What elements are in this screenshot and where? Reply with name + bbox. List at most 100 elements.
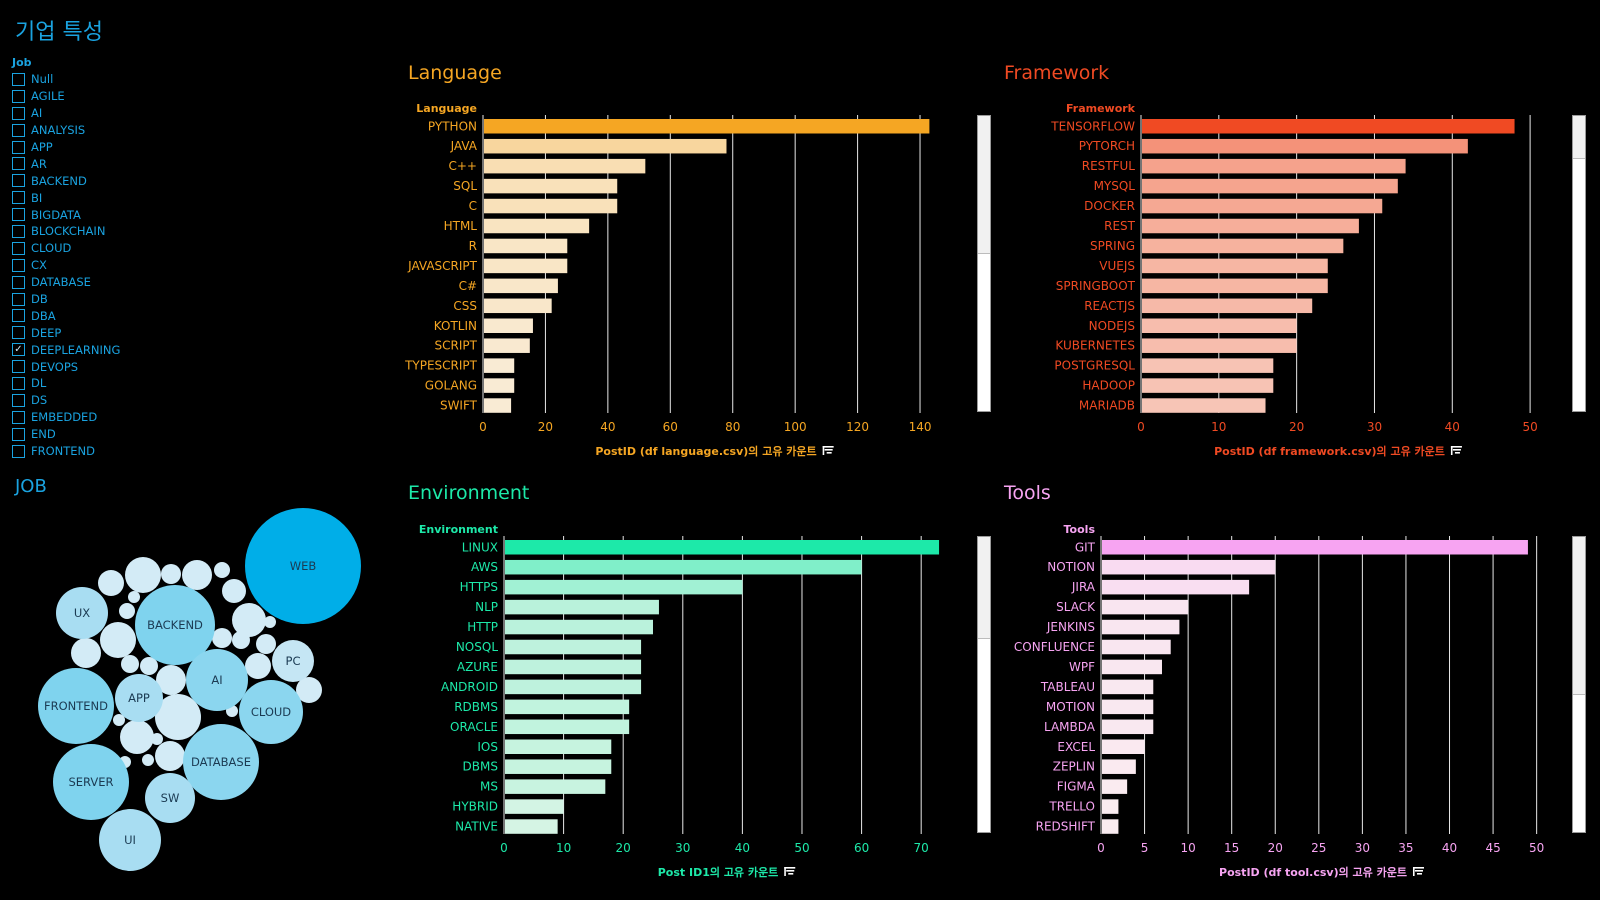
scrollbar-thumb[interactable] xyxy=(1573,116,1585,159)
bar[interactable] xyxy=(484,178,618,194)
job-bubble-cloud[interactable] xyxy=(239,680,303,744)
bar[interactable] xyxy=(1142,138,1468,154)
environment-scrollbar[interactable] xyxy=(977,536,991,833)
job-bubble-ai[interactable] xyxy=(186,649,248,711)
job-bubble[interactable] xyxy=(256,634,276,654)
job-bubble[interactable] xyxy=(264,616,276,628)
sort-icon[interactable] xyxy=(784,867,796,876)
bar[interactable] xyxy=(484,318,533,334)
bar[interactable] xyxy=(1102,719,1154,735)
checkbox[interactable] xyxy=(12,360,25,374)
bar[interactable] xyxy=(505,639,642,655)
filter-item-ai[interactable]: AI xyxy=(12,105,120,122)
job-bubble-chart[interactable]: WEB BACKEND UX FRONTEND APP AI CLOUD PC SERVER DA… xyxy=(0,500,380,900)
filter-item-embedded[interactable]: EMBEDDED xyxy=(12,409,120,426)
framework-bar-chart[interactable]: Framework TENSORFLOW PYTORCH RESTFUL MYSQL DO… xyxy=(984,94,1584,474)
job-bubble[interactable] xyxy=(121,655,139,673)
bar[interactable] xyxy=(484,238,568,254)
tools-scrollbar[interactable] xyxy=(1572,536,1586,833)
checkbox[interactable] xyxy=(12,140,25,154)
filter-item-devops[interactable]: DEVOPS xyxy=(12,358,120,375)
checkbox[interactable] xyxy=(12,309,25,323)
bar[interactable] xyxy=(1142,378,1274,393)
bar[interactable] xyxy=(1102,699,1154,715)
job-bubble[interactable] xyxy=(151,733,163,745)
bar[interactable] xyxy=(1102,759,1136,774)
bar[interactable] xyxy=(1142,158,1406,174)
job-bubble[interactable] xyxy=(155,694,201,740)
job-bubble[interactable] xyxy=(161,564,181,584)
bar[interactable] xyxy=(1142,198,1383,214)
sort-icon[interactable] xyxy=(1412,867,1424,876)
job-bubble-server[interactable] xyxy=(53,744,129,820)
checkbox[interactable]: ✓ xyxy=(12,343,25,357)
bar[interactable] xyxy=(505,819,558,834)
job-bubble[interactable] xyxy=(142,754,154,766)
filter-item-end[interactable]: END xyxy=(12,426,120,443)
checkbox[interactable] xyxy=(12,393,25,407)
filter-item-app[interactable]: APP xyxy=(12,139,120,156)
bar[interactable] xyxy=(505,679,642,695)
job-bubble-backend[interactable] xyxy=(135,585,215,665)
bar[interactable] xyxy=(484,218,590,234)
job-bubble-pc[interactable] xyxy=(272,640,314,682)
bar[interactable] xyxy=(484,158,646,174)
bar[interactable] xyxy=(505,759,612,774)
job-bubble[interactable] xyxy=(296,677,322,703)
bar[interactable] xyxy=(505,559,862,575)
job-bubble-web[interactable] xyxy=(245,508,361,624)
job-bubble[interactable] xyxy=(245,653,271,679)
bar[interactable] xyxy=(1142,178,1398,194)
job-bubble[interactable] xyxy=(232,603,266,637)
checkbox[interactable] xyxy=(12,292,25,306)
bar[interactable] xyxy=(1102,739,1145,755)
job-bubble-app[interactable] xyxy=(115,674,163,722)
filter-item-ar[interactable]: AR xyxy=(12,155,120,172)
bar[interactable] xyxy=(1142,358,1274,373)
bar[interactable] xyxy=(1102,599,1189,615)
job-bubble[interactable] xyxy=(140,657,158,675)
bar[interactable] xyxy=(1102,540,1528,555)
bar[interactable] xyxy=(484,378,515,393)
filter-item-dba[interactable]: DBA xyxy=(12,307,120,324)
bar[interactable] xyxy=(505,579,743,595)
checkbox[interactable] xyxy=(12,326,25,340)
scrollbar-thumb[interactable] xyxy=(978,537,990,639)
job-bubble[interactable] xyxy=(232,631,250,649)
checkbox[interactable] xyxy=(12,258,25,272)
bar[interactable] xyxy=(484,258,568,274)
filter-item-ds[interactable]: DS xyxy=(12,392,120,409)
checkbox[interactable] xyxy=(12,106,25,120)
bar[interactable] xyxy=(1142,258,1328,274)
job-bubble[interactable] xyxy=(71,638,101,668)
filter-item-deeplearning[interactable]: ✓ DEEPLEARNING xyxy=(12,341,120,358)
bar[interactable] xyxy=(1142,318,1297,334)
checkbox[interactable] xyxy=(12,157,25,171)
bar[interactable] xyxy=(1142,398,1266,413)
bar[interactable] xyxy=(1102,579,1250,595)
tools-bar-chart[interactable]: Tools GIT NOTION JIRA SLACK JENKINS CONFLUENCE… xyxy=(984,515,1584,895)
job-bubble[interactable] xyxy=(155,741,185,771)
filter-item-cloud[interactable]: CLOUD xyxy=(12,240,120,257)
bar[interactable] xyxy=(484,198,618,214)
bar[interactable] xyxy=(484,358,515,373)
bar[interactable] xyxy=(484,119,930,134)
checkbox[interactable] xyxy=(12,208,25,222)
filter-item-blockchain[interactable]: BLOCKCHAIN xyxy=(12,223,120,240)
filter-item-dl[interactable]: DL xyxy=(12,375,120,392)
checkbox[interactable] xyxy=(12,427,25,441)
bar[interactable] xyxy=(1102,779,1128,794)
scrollbar-thumb[interactable] xyxy=(1573,537,1585,695)
job-bubble[interactable] xyxy=(222,579,246,603)
bar[interactable] xyxy=(505,779,606,794)
bar[interactable] xyxy=(1102,659,1162,675)
bar[interactable] xyxy=(505,540,940,555)
checkbox[interactable] xyxy=(12,123,25,137)
bar[interactable] xyxy=(1142,278,1328,294)
bar[interactable] xyxy=(505,719,630,735)
environment-bar-chart[interactable]: Environment LINUX AWS HTTPS NLP HTTP NOSQL AZUR… xyxy=(388,515,988,895)
job-bubble[interactable] xyxy=(156,665,186,695)
filter-item-database[interactable]: DATABASE xyxy=(12,274,120,291)
bar[interactable] xyxy=(1102,639,1171,655)
filter-item-deep[interactable]: DEEP xyxy=(12,324,120,341)
